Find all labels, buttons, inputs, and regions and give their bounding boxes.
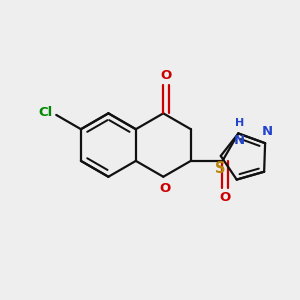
Text: S: S	[215, 161, 226, 176]
Text: O: O	[160, 70, 172, 83]
Text: N: N	[234, 134, 245, 147]
Text: O: O	[160, 182, 171, 195]
Text: Cl: Cl	[38, 106, 52, 119]
Text: N: N	[262, 125, 273, 138]
Text: O: O	[220, 191, 231, 204]
Text: H: H	[235, 118, 244, 128]
